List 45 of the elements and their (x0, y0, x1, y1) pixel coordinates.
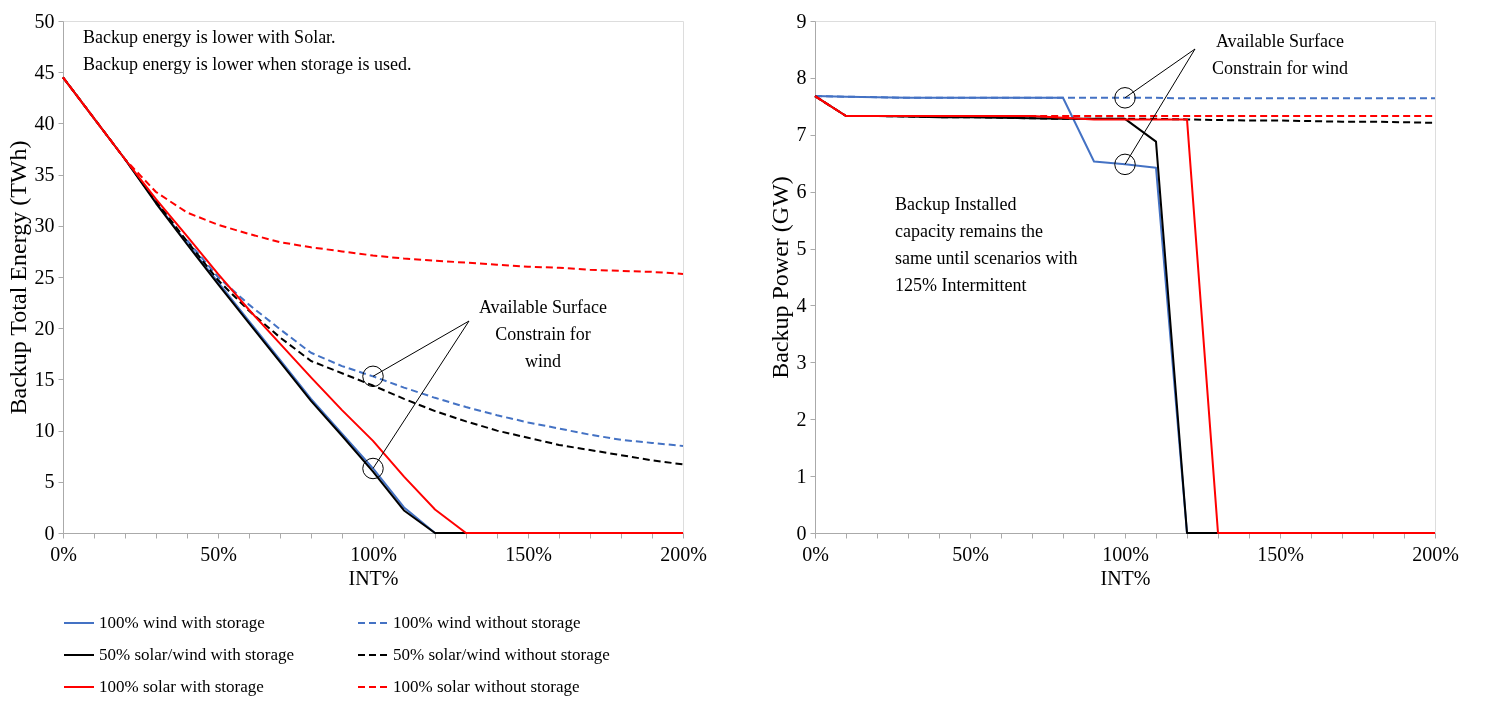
y-tick-label: 0 (796, 521, 807, 544)
y-tick-label: 40 (34, 111, 55, 134)
y-tick-label: 45 (34, 60, 55, 83)
y-tick-label: 4 (796, 293, 807, 316)
x-tick-label: 100% (1102, 542, 1149, 565)
legend-label: 100% wind without storage (393, 613, 581, 632)
y-tick-label: 9 (796, 9, 807, 32)
legend-label: 50% solar/wind with storage (99, 645, 294, 664)
x-tick-label: 50% (952, 542, 989, 565)
y-tick-label: 15 (34, 367, 55, 390)
y-axis-title: Backup Power (GW) (766, 176, 793, 379)
legend-label: 100% wind with storage (99, 613, 265, 632)
x-axis-title: INT% (348, 566, 399, 589)
annotation: Available Surface Constrain for wind (1212, 31, 1348, 78)
y-tick-label: 3 (796, 350, 807, 373)
legend-label: 100% solar with storage (99, 677, 264, 696)
y-axis-title: Backup Total Energy (TWh) (4, 140, 31, 415)
y-tick-label: 35 (34, 163, 55, 186)
x-tick-label: 50% (200, 542, 237, 565)
y-tick-label: 30 (34, 214, 55, 237)
y-tick-label: 7 (796, 123, 807, 146)
y-tick-label: 2 (796, 407, 807, 430)
x-axis-title: INT% (1100, 566, 1151, 589)
x-tick-label: 200% (1412, 542, 1459, 565)
x-tick-label: 100% (350, 542, 397, 565)
legend-label: 50% solar/wind without storage (393, 645, 610, 664)
x-tick-label: 150% (505, 542, 552, 565)
y-tick-label: 1 (796, 464, 807, 487)
x-tick-label: 150% (1257, 542, 1304, 565)
y-tick-label: 6 (796, 180, 807, 203)
legend-label: 100% solar without storage (393, 677, 580, 696)
y-tick-label: 0 (44, 521, 55, 544)
x-tick-label: 0% (802, 542, 829, 565)
y-tick-label: 50 (34, 9, 55, 32)
annotation: Backup energy is lower with Solar. Backup energy is lower when storage is used. (83, 27, 412, 74)
x-tick-label: 200% (660, 542, 707, 565)
y-tick-label: 10 (34, 419, 55, 442)
y-tick-label: 8 (796, 66, 807, 89)
y-tick-label: 25 (34, 265, 55, 288)
annotation: Available Surface Constrain for wind (478, 297, 608, 371)
y-tick-label: 5 (796, 237, 807, 260)
y-tick-label: 5 (44, 470, 55, 493)
x-tick-label: 0% (50, 542, 77, 565)
annotation: Backup Installed capacity remains the same until scenarios with 125% Intermittent (895, 194, 1078, 295)
y-tick-label: 20 (34, 316, 55, 339)
